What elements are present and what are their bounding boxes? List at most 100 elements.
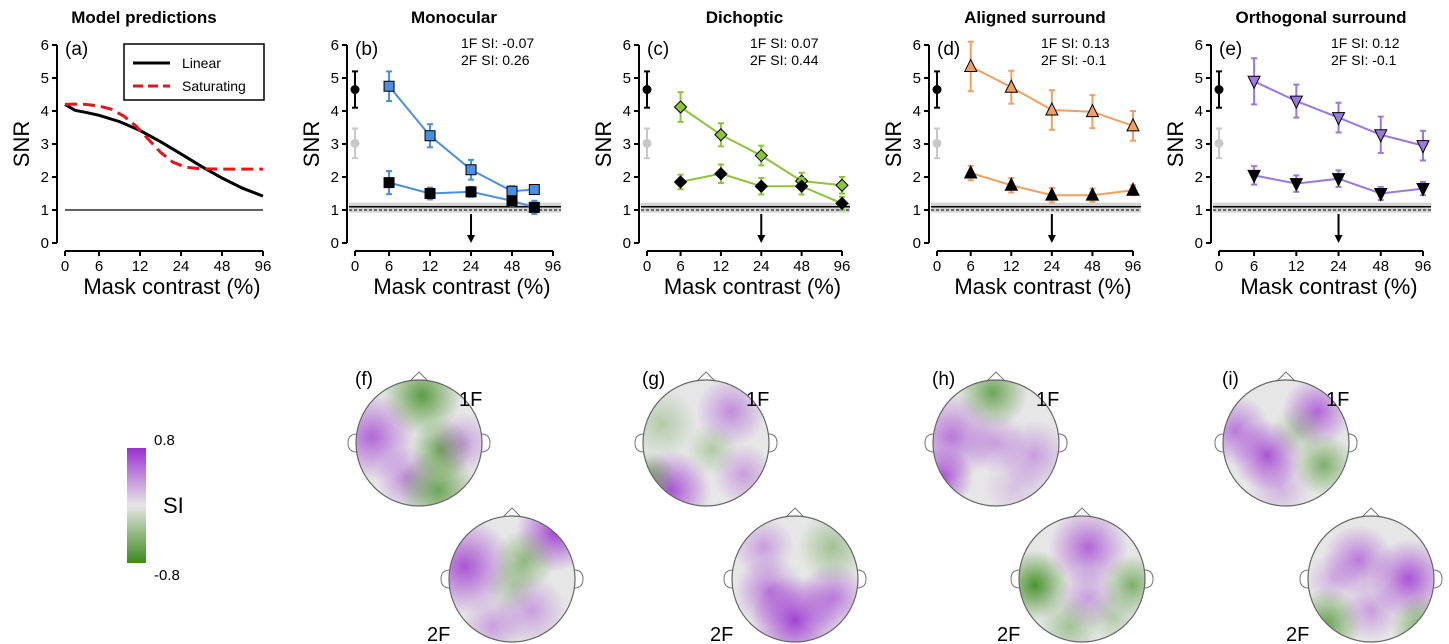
x-tick-label: 12 <box>132 258 149 275</box>
y-tick-label: 0 <box>41 235 49 252</box>
x-tick-label: 0 <box>351 258 359 275</box>
scalp-fill <box>1308 516 1434 642</box>
ear-left <box>440 569 451 589</box>
map-panel-h: (h) 1F 2F <box>924 369 1154 644</box>
colorbar-min-label: -0.8 <box>154 567 180 584</box>
data-point-1f <box>1126 117 1140 132</box>
y-tick-label: 1 <box>623 202 631 219</box>
si-1f-label: 1F SI: 0.07 <box>750 35 819 51</box>
si-blob <box>712 443 769 506</box>
y-axis-label: SNR <box>1163 121 1188 167</box>
data-point-1f <box>424 130 436 142</box>
y-tick-label: 1 <box>41 202 49 219</box>
x-tick-label: 48 <box>793 258 810 275</box>
x-tick-label: 12 <box>422 258 439 275</box>
x-tick-label: 6 <box>95 258 103 275</box>
y-tick-label: 6 <box>913 37 921 54</box>
panel-letter: (c) <box>647 39 669 60</box>
colorbar-label: SI <box>163 493 184 518</box>
legend: Linear Saturating <box>123 43 265 101</box>
ear-left <box>723 569 734 589</box>
y-tick-label: 2 <box>331 169 339 186</box>
y-tick-label: 2 <box>41 169 49 186</box>
x-tick-label: 24 <box>1044 258 1061 275</box>
series-line-1f <box>388 85 535 193</box>
scalp-map <box>1299 507 1443 643</box>
y-tick-label: 3 <box>913 136 921 153</box>
data-point-2f <box>1247 169 1261 184</box>
si-1f-label: 1F SI: 0.13 <box>1041 35 1110 51</box>
si-blob <box>984 456 1046 506</box>
map-label-1f: 1F <box>1326 389 1349 411</box>
map-label-2f: 2F <box>710 624 733 644</box>
panel-letter: (e) <box>1219 39 1242 60</box>
data-point-1f <box>1004 79 1019 93</box>
x-tick-label: 48 <box>504 258 521 275</box>
x-tick-label: 96 <box>834 258 851 275</box>
data-point-2f <box>528 201 540 213</box>
x-tick-label: 96 <box>1415 258 1432 275</box>
data-point-2f <box>963 164 978 179</box>
colorbar-max-label: 0.8 <box>154 432 175 449</box>
x-tick-label: 0 <box>933 258 941 275</box>
ear-right <box>767 433 778 453</box>
arrow-head <box>1334 235 1343 243</box>
scalp-fill <box>1019 516 1145 642</box>
x-tick-label: 48 <box>1372 258 1389 275</box>
map-label-2f: 2F <box>997 624 1020 644</box>
x-tick-label: 96 <box>545 258 562 275</box>
map-panel-i: (i) 1F 2F <box>1214 369 1443 644</box>
ear-right <box>573 569 584 589</box>
y-axis-label: SNR <box>881 121 906 167</box>
data-point-1f <box>1085 103 1100 118</box>
map-panel-letter: (i) <box>1222 369 1239 390</box>
ear-left <box>1299 569 1310 589</box>
data-point-1f <box>1289 95 1304 110</box>
y-tick-label: 3 <box>331 136 339 153</box>
si-1f-label: 1F SI: 0.12 <box>1331 35 1400 51</box>
x-tick-label: 0 <box>643 258 651 275</box>
y-axis-label: SNR <box>299 121 324 167</box>
map-label-2f: 2F <box>427 624 450 644</box>
si-2f-label: 2F SI: -0.1 <box>1041 52 1107 68</box>
data-point-2f <box>506 195 518 207</box>
si-blob <box>1248 456 1311 506</box>
map-label-1f: 1F <box>746 389 769 411</box>
x-tick-label: 24 <box>1330 258 1347 275</box>
noise-band <box>641 202 850 213</box>
panel-title: Dichoptic <box>706 8 783 27</box>
si-blob <box>1308 552 1360 606</box>
baseline-point-1f <box>932 85 942 95</box>
x-tick-label: 0 <box>1215 258 1223 275</box>
head-outline <box>932 379 1060 507</box>
arrow-head <box>757 235 766 243</box>
ear-left <box>634 433 645 453</box>
si-2f-label: 2F SI: 0.44 <box>750 52 819 68</box>
series-linear <box>64 103 264 198</box>
baseline-point-2f <box>1214 138 1224 148</box>
data-point-2f <box>424 188 436 199</box>
y-tick-label: 4 <box>623 103 631 120</box>
si-blob <box>768 539 822 593</box>
y-tick-label: 6 <box>41 37 49 54</box>
data-point-2f <box>673 175 688 189</box>
data-point-2f <box>1289 178 1304 192</box>
ear-left <box>1214 433 1225 453</box>
data-point-1f <box>835 178 849 192</box>
scalp-map <box>440 507 584 643</box>
data-point-1f <box>528 184 540 196</box>
data-point-2f <box>1004 177 1019 191</box>
data-point-1f <box>1247 75 1261 90</box>
ear-right <box>856 569 867 589</box>
x-tick-label: 12 <box>713 258 730 275</box>
scalp-map <box>1010 507 1154 643</box>
head-outline <box>1018 515 1146 643</box>
ear-right <box>1057 433 1068 453</box>
x-tick-label: 48 <box>214 258 231 275</box>
baseline-point-1f <box>642 85 652 95</box>
data-point-2f <box>1085 187 1100 201</box>
